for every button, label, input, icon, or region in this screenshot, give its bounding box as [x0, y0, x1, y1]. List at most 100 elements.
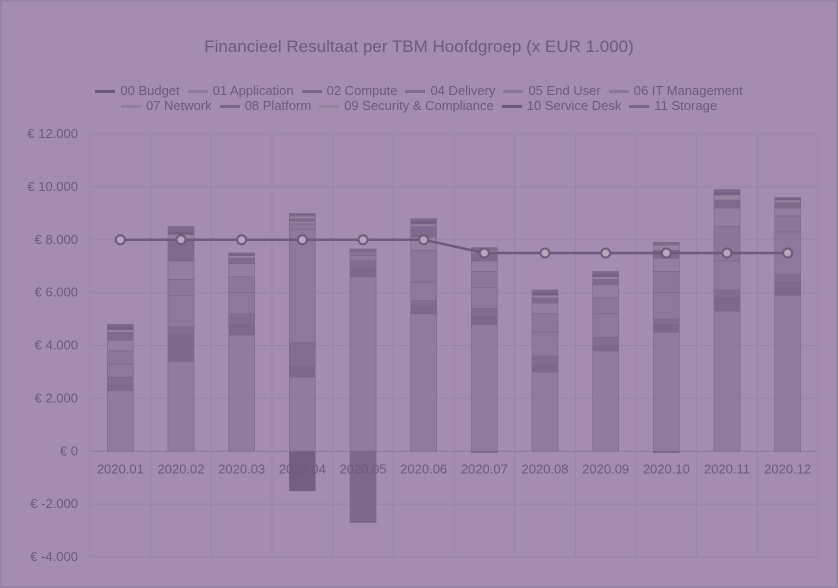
budget-point [478, 247, 490, 259]
legend-item[interactable]: 08 Platform [219, 98, 312, 113]
bar-segment [531, 292, 559, 296]
bar-segment [228, 313, 255, 325]
bar-segment [592, 350, 619, 452]
bar-segment [228, 324, 255, 336]
x-tick-label: 2020.07 [461, 461, 508, 476]
budget-point [721, 247, 733, 259]
bar-segment [228, 263, 255, 278]
bar-segment [531, 313, 559, 333]
legend-item[interactable]: 10 Service Desk [501, 98, 622, 113]
bar-segment [531, 289, 559, 293]
bar-segment [774, 215, 801, 233]
bar-segment [713, 297, 741, 312]
x-tick-label: 2020.05 [340, 461, 387, 476]
legend-item[interactable]: 07 Network [120, 98, 212, 113]
bar-segment [107, 329, 134, 333]
budget-point [175, 234, 187, 246]
bar-segment [289, 220, 316, 225]
bar-segment [107, 324, 134, 328]
legend-swatch [319, 105, 340, 109]
chart-title: Financieel Resultaat per TBM Hoofdgroep … [204, 37, 634, 56]
legend-item[interactable]: 01 Application [187, 83, 294, 98]
legend-item[interactable]: 11 Storage [629, 98, 717, 113]
budget-point [600, 247, 612, 259]
bar-segment [592, 276, 619, 280]
budget-point [236, 234, 248, 246]
legend-item[interactable]: 04 Delivery [405, 83, 495, 98]
x-tick-label: 2020.02 [158, 461, 205, 476]
bar-segment [107, 326, 134, 330]
bar-segment [531, 294, 559, 299]
bar-segment [410, 218, 437, 222]
bar-segment [349, 450, 377, 523]
bar-segment [349, 248, 377, 252]
bar-segment [167, 326, 195, 336]
bar-segment [774, 273, 801, 283]
x-tick-label: 2020.03 [218, 461, 265, 476]
bar-segment [107, 390, 134, 452]
legend-item[interactable]: 05 End User [503, 83, 601, 98]
x-tick-label: 2020.04 [279, 461, 326, 476]
bar-segment [349, 252, 377, 256]
legend-item[interactable]: 06 IT Management [608, 83, 743, 98]
bar-segment [228, 334, 255, 452]
legend-swatch [405, 90, 426, 94]
bar-segment [531, 355, 559, 365]
legend-label: 11 Storage [654, 98, 718, 113]
budget-point [357, 234, 369, 246]
bar-segment [410, 313, 437, 452]
budget-line [120, 238, 788, 255]
bar-segment [410, 250, 437, 283]
bar-segment [653, 292, 680, 320]
bar-segment [167, 294, 195, 328]
bar-segment [471, 287, 498, 309]
bar-segment [228, 276, 255, 293]
bar-segment [349, 276, 377, 452]
y-tick-label: € 12.000 [27, 126, 78, 141]
bar-segment [471, 450, 498, 453]
y-tick-label: € 0 [60, 443, 78, 458]
bar-segment [653, 450, 680, 453]
bar-segment [774, 202, 801, 209]
legend-label: 08 Platform [244, 98, 312, 113]
legend-label: 10 Service Desk [526, 98, 622, 113]
budget-point [660, 247, 672, 259]
legend-item[interactable]: 02 Compute [301, 83, 398, 98]
bar-segment [531, 297, 559, 304]
bar-segment [410, 300, 437, 307]
bar-segment [713, 199, 741, 209]
bar-segment [531, 331, 559, 357]
bar-segment [471, 260, 498, 272]
bar-segment [592, 273, 619, 278]
bar-segment [713, 289, 741, 299]
y-tick-label: € 8.000 [35, 232, 78, 247]
y-tick-label: € 6.000 [35, 285, 78, 300]
legend-label: 04 Delivery [430, 83, 496, 98]
bar-segment [107, 376, 134, 386]
bar-segment [289, 223, 316, 230]
bar-segment [289, 376, 316, 452]
bar-segment [471, 316, 498, 325]
legend-swatch [501, 105, 522, 109]
x-tick-label: 2020.10 [643, 461, 690, 476]
x-tick-label: 2020.12 [764, 461, 811, 476]
bar-segment [289, 215, 316, 219]
bar-segment [167, 279, 195, 296]
legend-item[interactable]: 00 Budget [95, 83, 180, 98]
legend-label: 02 Compute [326, 83, 398, 98]
bar-segment [531, 363, 559, 373]
bar-segment [289, 213, 316, 217]
bar-segment [349, 255, 377, 262]
bar-segment [713, 189, 741, 193]
bar-segment [228, 255, 255, 259]
legend-item[interactable]: 09 Security & Compliance [319, 98, 494, 113]
bar-segment [289, 366, 316, 378]
bar-segment [592, 345, 619, 352]
legend-swatch [301, 90, 322, 94]
bar-segment [653, 257, 680, 272]
bar-segment [107, 384, 134, 391]
bar-segment [592, 297, 619, 315]
budget-point [539, 247, 551, 259]
bar-segment [471, 308, 498, 317]
